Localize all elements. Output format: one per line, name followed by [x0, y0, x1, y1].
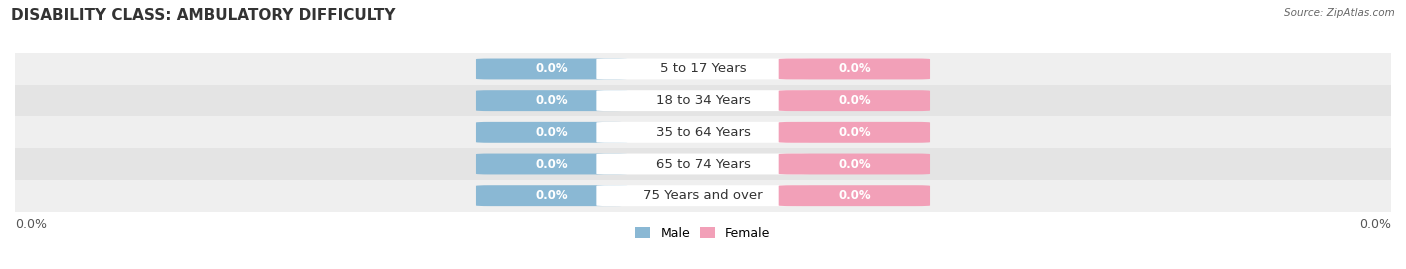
Text: 0.0%: 0.0%: [838, 94, 870, 107]
FancyBboxPatch shape: [477, 185, 627, 206]
FancyBboxPatch shape: [596, 154, 810, 175]
Bar: [15, 180, 1391, 211]
Text: 35 to 64 Years: 35 to 64 Years: [655, 126, 751, 139]
Bar: [15, 116, 1391, 148]
Text: 0.0%: 0.0%: [838, 126, 870, 139]
Text: 0.0%: 0.0%: [838, 62, 870, 76]
Text: 5 to 17 Years: 5 to 17 Years: [659, 62, 747, 76]
Text: 0.0%: 0.0%: [1360, 218, 1391, 232]
Text: 0.0%: 0.0%: [536, 62, 568, 76]
FancyBboxPatch shape: [596, 59, 810, 79]
FancyBboxPatch shape: [477, 154, 627, 175]
Text: 0.0%: 0.0%: [536, 94, 568, 107]
FancyBboxPatch shape: [596, 90, 810, 111]
Text: 0.0%: 0.0%: [536, 189, 568, 202]
Text: 65 to 74 Years: 65 to 74 Years: [655, 158, 751, 171]
Text: 0.0%: 0.0%: [536, 158, 568, 171]
Text: 18 to 34 Years: 18 to 34 Years: [655, 94, 751, 107]
Bar: [15, 53, 1391, 85]
Text: Source: ZipAtlas.com: Source: ZipAtlas.com: [1284, 8, 1395, 18]
FancyBboxPatch shape: [779, 154, 929, 175]
Legend: Male, Female: Male, Female: [630, 222, 776, 245]
FancyBboxPatch shape: [779, 90, 929, 111]
Text: 0.0%: 0.0%: [15, 218, 46, 232]
Text: 75 Years and over: 75 Years and over: [643, 189, 763, 202]
FancyBboxPatch shape: [477, 122, 627, 143]
Bar: [15, 148, 1391, 180]
Text: 0.0%: 0.0%: [838, 158, 870, 171]
FancyBboxPatch shape: [779, 122, 929, 143]
FancyBboxPatch shape: [477, 90, 627, 111]
Text: 0.0%: 0.0%: [536, 126, 568, 139]
FancyBboxPatch shape: [779, 185, 929, 206]
Bar: [15, 85, 1391, 116]
FancyBboxPatch shape: [779, 59, 929, 79]
FancyBboxPatch shape: [596, 122, 810, 143]
FancyBboxPatch shape: [477, 59, 627, 79]
FancyBboxPatch shape: [596, 185, 810, 206]
Text: 0.0%: 0.0%: [838, 189, 870, 202]
Text: DISABILITY CLASS: AMBULATORY DIFFICULTY: DISABILITY CLASS: AMBULATORY DIFFICULTY: [11, 8, 395, 23]
